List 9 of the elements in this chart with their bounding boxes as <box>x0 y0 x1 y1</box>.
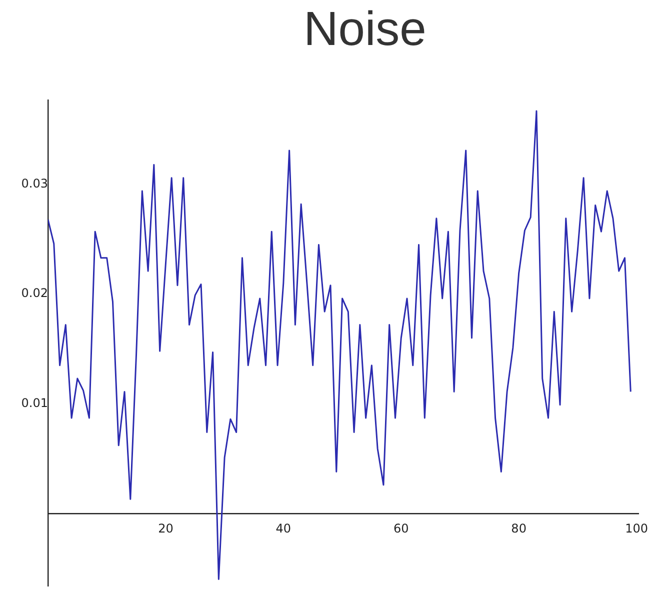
y-tick-label: 0.02 <box>21 286 48 300</box>
y-tick-label: 0.01 <box>21 396 48 410</box>
chart-title: Noise <box>302 2 428 57</box>
x-tick-label: 40 <box>276 522 292 536</box>
x-tick-label: 100 <box>625 522 648 536</box>
y-tick-label: 0.03 <box>21 176 48 191</box>
x-tick-label: 20 <box>158 522 174 536</box>
x-tick-label: 80 <box>511 522 526 536</box>
x-tick-label: 60 <box>393 522 409 536</box>
